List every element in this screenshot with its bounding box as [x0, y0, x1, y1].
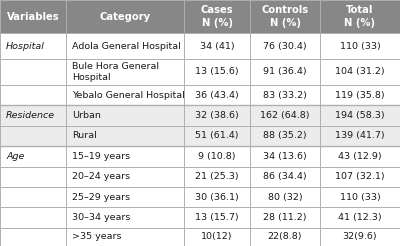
Text: Yebalo General Hospital: Yebalo General Hospital: [72, 91, 185, 100]
Text: 41 (12.3): 41 (12.3): [338, 213, 382, 222]
Text: 22(8.8): 22(8.8): [268, 232, 302, 241]
Text: 20–24 years: 20–24 years: [72, 172, 130, 181]
Text: 25–29 years: 25–29 years: [72, 193, 130, 202]
Text: 86 (34.4): 86 (34.4): [263, 172, 307, 181]
Text: 104 (31.2): 104 (31.2): [335, 67, 385, 77]
Text: 21 (25.3): 21 (25.3): [195, 172, 239, 181]
Bar: [0, 0, 400, 33]
Text: 162 (64.8): 162 (64.8): [260, 111, 310, 120]
Text: Controls
N (%): Controls N (%): [262, 5, 308, 28]
Text: 80 (32): 80 (32): [268, 193, 302, 202]
Text: 28 (11.2): 28 (11.2): [263, 213, 307, 222]
Text: Rural: Rural: [72, 131, 97, 140]
Text: Cases
N (%): Cases N (%): [201, 5, 233, 28]
Text: 13 (15.6): 13 (15.6): [195, 67, 239, 77]
Bar: [0, 207, 400, 228]
Text: 30 (36.1): 30 (36.1): [195, 193, 239, 202]
Bar: [0, 105, 400, 126]
Text: Total
N (%): Total N (%): [344, 5, 376, 28]
Bar: [0, 228, 400, 246]
Text: 30–34 years: 30–34 years: [72, 213, 130, 222]
Text: 107 (32.1): 107 (32.1): [335, 172, 385, 181]
Text: 15–19 years: 15–19 years: [72, 152, 130, 161]
Text: 32(9.6): 32(9.6): [343, 232, 377, 241]
Text: 119 (35.8): 119 (35.8): [335, 91, 385, 100]
Text: 43 (12.9): 43 (12.9): [338, 152, 382, 161]
Text: 91 (36.4): 91 (36.4): [263, 67, 307, 77]
Text: 110 (33): 110 (33): [340, 193, 380, 202]
Text: 110 (33): 110 (33): [340, 42, 380, 51]
Text: 76 (30.4): 76 (30.4): [263, 42, 307, 51]
Text: 194 (58.3): 194 (58.3): [335, 111, 385, 120]
Text: Category: Category: [100, 12, 150, 22]
Text: Variables: Variables: [7, 12, 59, 22]
Bar: [0, 85, 400, 105]
Text: >35 years: >35 years: [72, 232, 122, 241]
Text: Hospital: Hospital: [6, 42, 45, 51]
Text: Adola General Hospital: Adola General Hospital: [72, 42, 181, 51]
Text: Bule Hora General
Hospital: Bule Hora General Hospital: [72, 62, 159, 82]
Text: 34 (13.6): 34 (13.6): [263, 152, 307, 161]
Bar: [0, 146, 400, 167]
Text: 83 (33.2): 83 (33.2): [263, 91, 307, 100]
Text: 13 (15.7): 13 (15.7): [195, 213, 239, 222]
Text: 51 (61.4): 51 (61.4): [195, 131, 239, 140]
Bar: [0, 187, 400, 207]
Text: Residence: Residence: [6, 111, 55, 120]
Text: 34 (41): 34 (41): [200, 42, 234, 51]
Text: 32 (38.6): 32 (38.6): [195, 111, 239, 120]
Text: 10(12): 10(12): [201, 232, 233, 241]
Text: Urban: Urban: [72, 111, 101, 120]
Text: 88 (35.2): 88 (35.2): [263, 131, 307, 140]
Text: 36 (43.4): 36 (43.4): [195, 91, 239, 100]
Bar: [0, 126, 400, 146]
Bar: [0, 59, 400, 85]
Bar: [0, 33, 400, 59]
Text: 139 (41.7): 139 (41.7): [335, 131, 385, 140]
Bar: [0, 167, 400, 187]
Text: Age: Age: [6, 152, 24, 161]
Text: 9 (10.8): 9 (10.8): [198, 152, 236, 161]
